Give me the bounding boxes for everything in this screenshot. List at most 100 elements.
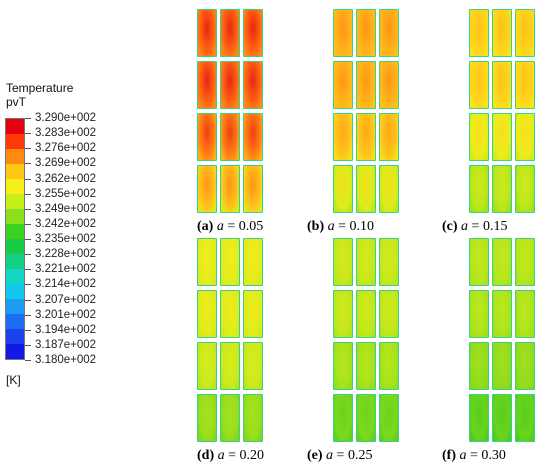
contour-cell	[333, 113, 353, 161]
caption-value: = 0.15	[468, 219, 508, 234]
contour-row	[469, 394, 537, 442]
contour-cell	[197, 342, 217, 390]
contour-cell	[492, 290, 512, 338]
color-scale-bar	[5, 118, 25, 360]
contour-cell	[243, 342, 263, 390]
caption-variable: a	[326, 448, 334, 463]
legend-tick-mark	[25, 360, 31, 361]
contour-row	[197, 290, 265, 338]
legend-tick-mark	[25, 315, 31, 316]
contour-row	[333, 342, 401, 390]
contour-row	[197, 238, 265, 286]
contour-row	[469, 165, 537, 213]
contour-cell	[333, 394, 353, 442]
contour-cell	[469, 113, 489, 161]
caption-value: = 0.25	[333, 448, 373, 463]
contour-cell	[197, 394, 217, 442]
legend-tick-mark	[25, 239, 31, 240]
contour-cell	[356, 9, 376, 57]
contour-row	[333, 61, 401, 109]
contour-cell	[220, 9, 240, 57]
contour-cell	[469, 61, 489, 109]
contour-cell	[492, 342, 512, 390]
contour-cell	[243, 9, 263, 57]
caption-variable: a	[461, 219, 469, 234]
contour-row	[333, 238, 401, 286]
contour-row	[333, 113, 401, 161]
contour-row	[197, 165, 265, 213]
contour-row	[469, 113, 537, 161]
contour-cell	[379, 394, 399, 442]
contour-cell	[515, 113, 535, 161]
caption-value: = 0.20	[224, 448, 265, 463]
contour-cell	[492, 113, 512, 161]
legend-tick-mark	[25, 118, 31, 119]
panel-caption: (e) a = 0.25	[307, 449, 372, 463]
panel-caption: (a) a = 0.05	[197, 220, 263, 234]
panel-caption: (c) a = 0.15	[442, 220, 507, 234]
contour-cell	[515, 238, 535, 286]
legend-tick-label: 3.249e+002	[35, 203, 97, 215]
legend-tick-label: 3.269e+002	[35, 157, 97, 169]
contour-row	[333, 9, 401, 57]
contour-cell	[220, 394, 240, 442]
caption-variable: a	[216, 219, 224, 234]
contour-cell	[243, 165, 263, 213]
contour-cell	[469, 9, 489, 57]
contour-row	[333, 394, 401, 442]
legend-tick-mark	[25, 179, 31, 180]
legend-tick-label: 3.262e+002	[35, 173, 97, 185]
legend-tick-label: 3.207e+002	[35, 294, 97, 306]
contour-cell	[469, 342, 489, 390]
legend-tick-label: 3.221e+002	[35, 263, 97, 275]
caption-variable: a	[327, 219, 335, 234]
contour-cell	[379, 342, 399, 390]
contour-cell	[356, 165, 376, 213]
legend-tick-label: 3.255e+002	[35, 188, 97, 200]
caption-tag: (f)	[442, 448, 456, 463]
contour-row	[197, 9, 265, 57]
contour-row	[333, 290, 401, 338]
legend-unit: [K]	[6, 373, 21, 387]
caption-tag: (d)	[197, 448, 215, 463]
caption-tag: (a)	[197, 219, 214, 234]
contour-cell	[220, 342, 240, 390]
contour-cell	[220, 61, 240, 109]
contour-cell	[356, 238, 376, 286]
contour-cell	[333, 238, 353, 286]
caption-variable: a	[459, 448, 467, 463]
caption-tag: (b)	[307, 219, 325, 234]
legend-tick-mark	[25, 163, 31, 164]
contour-cell	[333, 9, 353, 57]
contour-row	[197, 61, 265, 109]
legend-tick-mark	[25, 330, 31, 331]
contour-cell	[515, 394, 535, 442]
panel-caption: (d) a = 0.20	[197, 449, 264, 463]
contour-cell	[243, 290, 263, 338]
contour-cell	[333, 165, 353, 213]
contour-cell	[243, 238, 263, 286]
contour-cell	[379, 113, 399, 161]
legend-tick-label: 3.201e+002	[35, 309, 97, 321]
legend-tick-label: 3.276e+002	[35, 142, 97, 154]
contour-cell	[356, 290, 376, 338]
caption-value: = 0.30	[466, 448, 506, 463]
legend-tick-mark	[25, 148, 31, 149]
contour-row	[469, 342, 537, 390]
legend-title: Temperature	[6, 81, 74, 95]
contour-cell	[197, 238, 217, 286]
legend-tick-label: 3.235e+002	[35, 233, 97, 245]
contour-row	[197, 113, 265, 161]
contour-cell	[197, 61, 217, 109]
contour-cell	[356, 113, 376, 161]
contour-cell	[333, 290, 353, 338]
contour-cell	[515, 165, 535, 213]
legend-tick-label: 3.242e+002	[35, 218, 97, 230]
contour-cell	[515, 342, 535, 390]
contour-cell	[469, 238, 489, 286]
legend-tick-mark	[25, 209, 31, 210]
contour-cell	[492, 394, 512, 442]
contour-cell	[469, 394, 489, 442]
legend-subtitle: pvT	[6, 95, 27, 109]
